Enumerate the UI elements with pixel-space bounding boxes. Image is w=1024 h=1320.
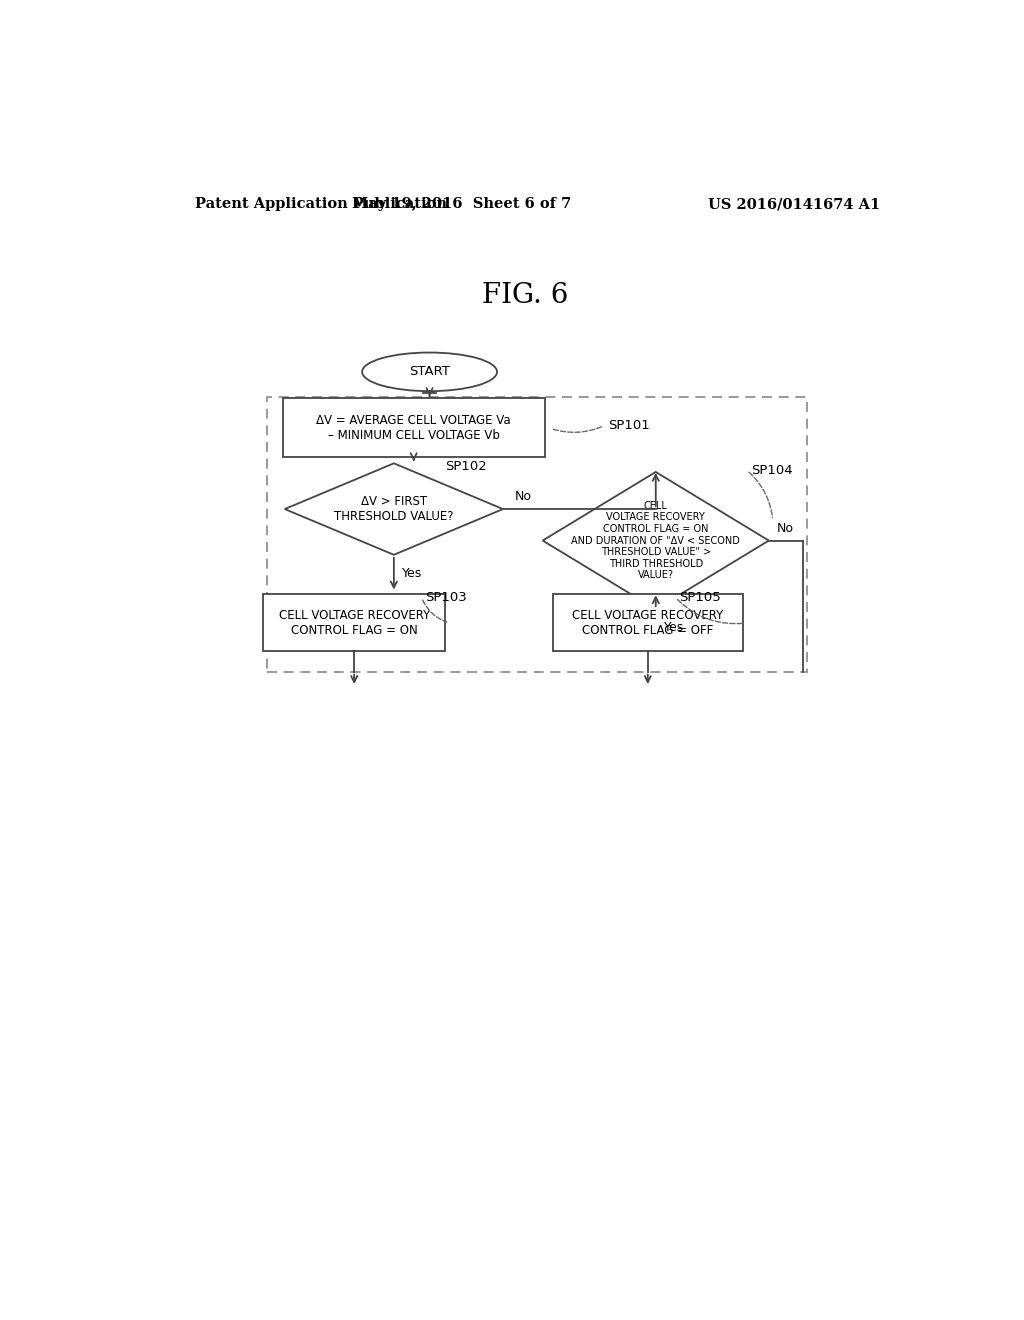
Text: SP102: SP102 (445, 459, 487, 473)
Text: CELL VOLTAGE RECOVERY
CONTROL FLAG = ON: CELL VOLTAGE RECOVERY CONTROL FLAG = ON (279, 609, 430, 636)
Text: ΔV = AVERAGE CELL VOLTAGE Va
– MINIMUM CELL VOLTAGE Vb: ΔV = AVERAGE CELL VOLTAGE Va – MINIMUM C… (316, 413, 511, 442)
Text: May 19, 2016  Sheet 6 of 7: May 19, 2016 Sheet 6 of 7 (351, 197, 571, 211)
Polygon shape (285, 463, 503, 554)
Text: Yes: Yes (401, 566, 422, 579)
FancyBboxPatch shape (263, 594, 445, 651)
Polygon shape (543, 473, 769, 609)
Text: CELL VOLTAGE RECOVERY
CONTROL FLAG = OFF: CELL VOLTAGE RECOVERY CONTROL FLAG = OFF (572, 609, 723, 636)
Text: SP103: SP103 (426, 591, 467, 605)
Text: SP101: SP101 (608, 420, 650, 432)
Text: FIG. 6: FIG. 6 (481, 282, 568, 309)
Text: Yes: Yes (664, 620, 684, 634)
Ellipse shape (362, 352, 497, 391)
Text: SP104: SP104 (751, 463, 793, 477)
Text: CELL
VOLTAGE RECOVERY
CONTROL FLAG = ON
AND DURATION OF "ΔV < SECOND
THRESHOLD V: CELL VOLTAGE RECOVERY CONTROL FLAG = ON … (571, 500, 740, 581)
Text: Patent Application Publication: Patent Application Publication (196, 197, 447, 211)
Text: US 2016/0141674 A1: US 2016/0141674 A1 (709, 197, 881, 211)
FancyBboxPatch shape (283, 399, 545, 457)
Text: No: No (515, 490, 531, 503)
FancyBboxPatch shape (553, 594, 743, 651)
Text: SP105: SP105 (680, 591, 721, 605)
Text: ΔV > FIRST
THRESHOLD VALUE?: ΔV > FIRST THRESHOLD VALUE? (334, 495, 454, 523)
Text: No: No (777, 521, 794, 535)
Text: START: START (410, 366, 450, 379)
